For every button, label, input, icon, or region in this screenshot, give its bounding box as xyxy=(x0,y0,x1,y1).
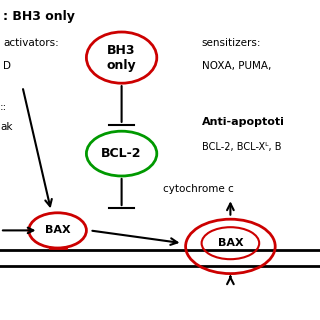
Text: BAX: BAX xyxy=(45,225,70,236)
Text: activators:: activators: xyxy=(3,38,59,48)
Text: BCL-2, BCL-Xᴸ, B: BCL-2, BCL-Xᴸ, B xyxy=(202,142,281,152)
Text: BCL-2: BCL-2 xyxy=(101,147,142,160)
Text: NOXA, PUMA,: NOXA, PUMA, xyxy=(202,61,271,71)
Text: D: D xyxy=(3,61,11,71)
Text: ::: :: xyxy=(0,102,7,112)
Text: Anti-apoptoti: Anti-apoptoti xyxy=(202,116,284,127)
Text: BAX: BAX xyxy=(218,238,243,248)
Text: ak: ak xyxy=(0,122,12,132)
Text: sensitizers:: sensitizers: xyxy=(202,38,261,48)
Text: BH3
only: BH3 only xyxy=(107,44,136,72)
Text: : BH3 only: : BH3 only xyxy=(3,10,75,23)
Text: cytochrome c: cytochrome c xyxy=(163,184,234,194)
